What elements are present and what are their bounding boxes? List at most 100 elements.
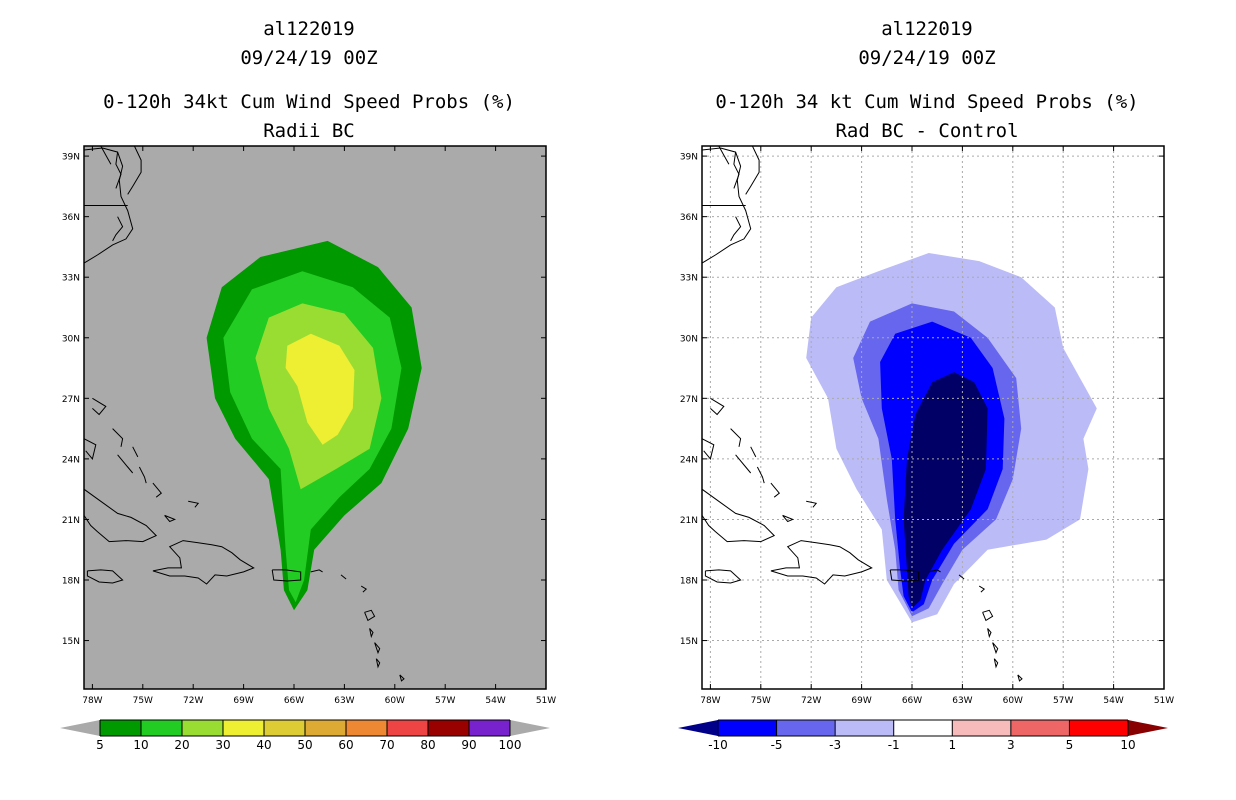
coastline-st-lucia	[993, 658, 999, 669]
x-tick-label: 54W	[1103, 696, 1123, 706]
coastline-guadeloupe	[364, 609, 376, 622]
colorbar-label: 90	[461, 738, 476, 752]
y-tick-label: 21N	[62, 516, 80, 526]
colorbar-label: 70	[379, 738, 394, 752]
colorbar-label: 20	[174, 738, 189, 752]
y-tick-label: 21N	[680, 516, 698, 526]
coastline-florida-keys-bahamas-1	[710, 397, 725, 416]
colorbar-segment	[428, 720, 469, 736]
y-tick-label: 30N	[680, 334, 698, 344]
colorbar-label: 1	[948, 738, 956, 752]
coastline-florida-keys-bahamas-1	[92, 397, 107, 416]
coastline-anguilla	[958, 574, 965, 580]
chart-subtitle: Rad BC - Control	[835, 120, 1019, 142]
coastline-barbados	[399, 674, 405, 682]
colorbar-segment	[893, 720, 953, 736]
colorbar-label: 80	[420, 738, 435, 752]
left-chart: 15N 18N 21N 24N 27N 30N 33N 36N 39N 78W 75W 72W 69W 6…	[60, 145, 556, 752]
colorbar-over-arrow	[1128, 720, 1168, 736]
coastline-inagua	[782, 514, 795, 523]
y-tick-label: 39N	[62, 153, 80, 163]
right-panel: al122019 09/24/19 00Z 0-120h 34 kt Cum W…	[618, 0, 1236, 800]
x-tick-label: 69W	[233, 696, 253, 706]
plot-area	[84, 146, 422, 682]
coastline-cuba	[84, 488, 158, 543]
coastline-virgin-islands	[310, 569, 323, 573]
coastline-st-lucia	[375, 658, 381, 669]
colorbar-label: 40	[256, 738, 271, 752]
y-tick-label: 27N	[62, 395, 80, 405]
x-tick-label: 60W	[1003, 696, 1023, 706]
coastline-virgin-islands	[928, 569, 941, 573]
coastline-barbuda	[978, 585, 986, 593]
colorbar-segment	[1069, 720, 1128, 736]
coastline-andros	[702, 438, 715, 460]
coastline-dominica	[369, 628, 374, 639]
storm-id: al122019	[881, 18, 973, 40]
coastline-acklins	[770, 482, 781, 498]
x-tick-label: 72W	[801, 696, 821, 706]
coastline-turks-caicos	[806, 500, 818, 508]
chart-title: 0-120h 34 kt Cum Wind Speed Probs (%)	[715, 91, 1139, 113]
colorbar-segment	[141, 720, 182, 736]
colorbar-segment	[1010, 720, 1070, 736]
coastline-martinique	[992, 642, 999, 655]
storm-id: al122019	[263, 18, 355, 40]
coastline-chesapeake-west	[733, 152, 740, 189]
y-tick-label: 36N	[680, 213, 698, 223]
colorbar-label: 30	[215, 738, 230, 752]
colorbar-label: 10	[1120, 738, 1135, 752]
x-tick-label: 51W	[536, 696, 556, 706]
colorbar-label: 5	[96, 738, 104, 752]
datetime: 09/24/19 00Z	[240, 47, 378, 69]
x-tick-label: 69W	[851, 696, 871, 706]
colorbar-segment	[223, 720, 264, 736]
x-tick-label: 63W	[952, 696, 972, 706]
chart-title: 0-120h 34kt Cum Wind Speed Probs (%)	[103, 91, 515, 113]
colorbar-segment	[469, 720, 510, 736]
plot-frame	[83, 145, 547, 690]
x-tick-label: 51W	[1154, 696, 1174, 706]
colorbar-segment	[718, 720, 777, 736]
coastline-turks-caicos	[188, 500, 200, 508]
coastline-exuma	[117, 454, 134, 474]
x-tick-label: 54W	[485, 696, 505, 706]
y-tick-label: 33N	[62, 274, 80, 284]
colorbar-label: 5	[1066, 738, 1074, 752]
colorbar-label: 60	[338, 738, 353, 752]
colorbar-segment	[182, 720, 223, 736]
colorbar-label: 50	[297, 738, 312, 752]
colorbar-label: -3	[829, 738, 841, 752]
datetime: 09/24/19 00Z	[858, 47, 996, 69]
coastline-jamaica	[86, 569, 124, 584]
coastline-pamlico-sound	[730, 216, 742, 242]
colorbar-segment	[100, 720, 141, 736]
coastline-chesapeake-west	[115, 152, 122, 189]
y-tick-label: 18N	[62, 576, 80, 586]
colorbar-label: -1	[888, 738, 900, 752]
colorbar-label: -10	[708, 738, 728, 752]
coastline-hispaniola	[152, 540, 255, 585]
x-tick-label: 75W	[751, 696, 771, 706]
coastline-eleuthera	[112, 428, 124, 447]
colorbar-over-arrow	[510, 720, 550, 736]
coastline-long-island	[756, 466, 765, 484]
coastline-puerto-rico	[271, 569, 302, 582]
coastline-delmarva	[745, 146, 760, 195]
coastline-jamaica	[704, 569, 742, 584]
coastline-inagua	[164, 514, 177, 523]
colorbar-segment	[835, 720, 894, 736]
y-tick-label: 39N	[680, 153, 698, 163]
coastline-andros	[84, 438, 97, 460]
x-tick-label: 57W	[1053, 696, 1073, 706]
colorbar-segment	[264, 720, 305, 736]
colorbar-under-arrow	[60, 720, 100, 736]
colorbar-label: 100	[499, 738, 522, 752]
plot-area	[702, 138, 1164, 689]
x-tick-label: 78W	[82, 696, 102, 706]
coastline-pennsylvania-border	[715, 138, 749, 142]
x-tick-label: 66W	[284, 696, 304, 706]
colorbar-under-arrow	[678, 720, 718, 736]
colorbar-label: -5	[771, 738, 783, 752]
coastline-cat-island	[132, 446, 139, 458]
